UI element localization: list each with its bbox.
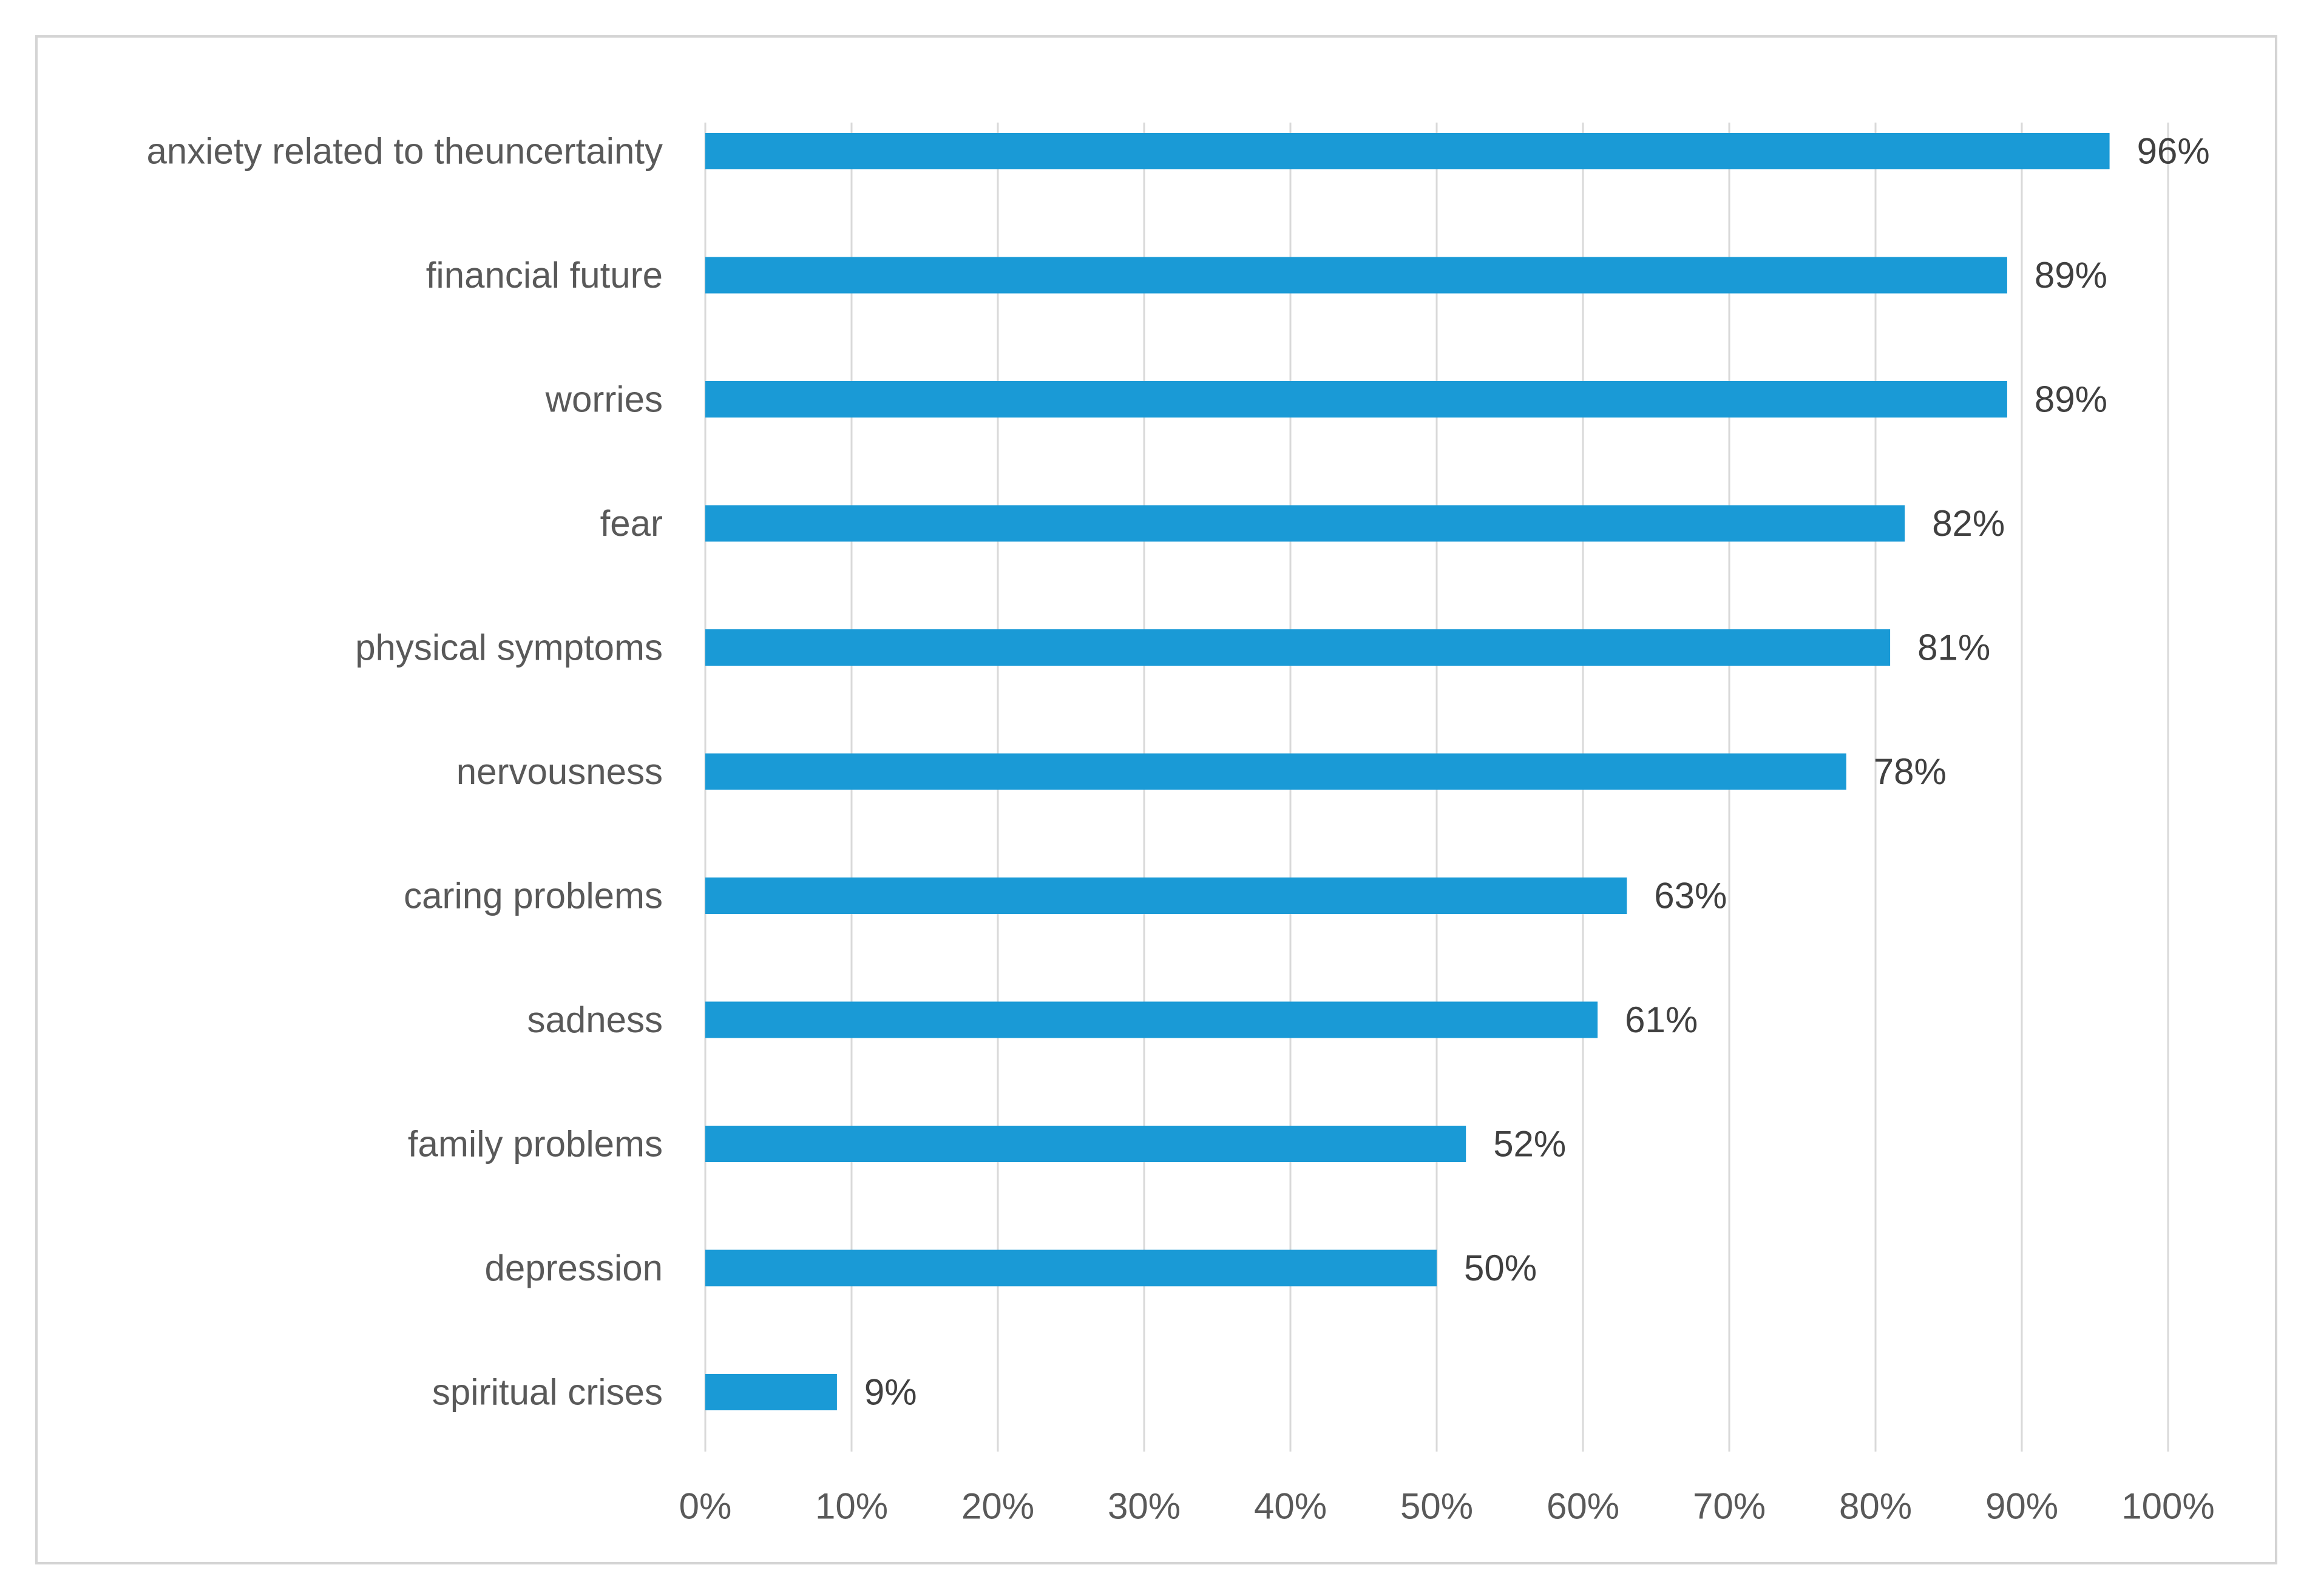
bar-sadness [705,1001,1598,1038]
bar-physical-symptoms [705,629,1891,666]
bar-anxiety-related-to-theuncertainty [705,133,2110,169]
x-tick-label-80pct: 80% [1839,1486,1912,1527]
data-label-spiritual-crises: 9% [864,1372,917,1413]
bar-nervousness [705,753,1846,790]
data-label-financial-future: 89% [2035,255,2107,296]
data-label-worries: 89% [2035,379,2107,420]
x-tick-label-100pct: 100% [2121,1486,2214,1527]
category-label-worries: worries [545,379,663,420]
category-labels: anxiety related to theuncertainty financi… [146,131,663,1413]
data-label-nervousness: 78% [1874,751,1947,792]
category-label-physical-symptoms: physical symptoms [355,627,663,668]
category-label-depression: depression [484,1248,663,1288]
bar-financial-future [705,257,2007,294]
category-label-nervousness: nervousness [456,751,663,792]
data-label-anxiety-related-to-theuncertainty: 96% [2137,131,2210,172]
category-label-caring-problems: caring problems [404,876,663,916]
data-label-depression: 50% [1464,1248,1537,1288]
bar-chart: anxiety related to theuncertainty financi… [146,123,2215,1527]
bars [705,133,2110,1410]
x-axis-tick-labels: 0% 10% 20% 30% 40% 50% 60% 70% 80% 90% 100% [679,1486,2215,1527]
data-label-fear: 82% [1932,503,2005,544]
x-tick-label-10pct: 10% [815,1486,888,1527]
data-label-physical-symptoms: 81% [1917,627,1990,668]
bar-spiritual-crises [705,1374,837,1410]
category-label-family-problems: family problems [408,1124,663,1165]
category-label-anxiety-related-to-theuncertainty: anxiety related to theuncertainty [146,131,663,172]
x-tick-label-70pct: 70% [1693,1486,1766,1527]
data-labels: 96% 89% 89% 82% 81% 78% 63% 61% 52% 50% 9% [864,131,2210,1413]
category-label-financial-future: financial future [426,255,663,296]
chart-frame: anxiety related to theuncertainty financi… [35,35,2277,1564]
x-tick-label-60pct: 60% [1547,1486,1619,1527]
x-tick-label-20pct: 20% [961,1486,1034,1527]
x-tick-label-0pct: 0% [679,1486,732,1527]
x-tick-label-90pct: 90% [1985,1486,2058,1527]
bar-worries [705,381,2007,418]
category-label-sadness: sadness [527,999,663,1040]
x-tick-label-30pct: 30% [1108,1486,1181,1527]
bar-caring-problems [705,877,1627,914]
x-tick-label-50pct: 50% [1400,1486,1473,1527]
x-tick-label-40pct: 40% [1254,1486,1327,1527]
category-label-spiritual-crises: spiritual crises [432,1372,663,1413]
bar-family-problems [705,1126,1466,1162]
data-label-family-problems: 52% [1493,1124,1566,1165]
bar-depression [705,1249,1437,1287]
data-label-caring-problems: 63% [1654,876,1727,916]
data-label-sadness: 61% [1625,999,1698,1040]
bar-fear [705,505,1905,542]
category-label-fear: fear [600,503,663,544]
